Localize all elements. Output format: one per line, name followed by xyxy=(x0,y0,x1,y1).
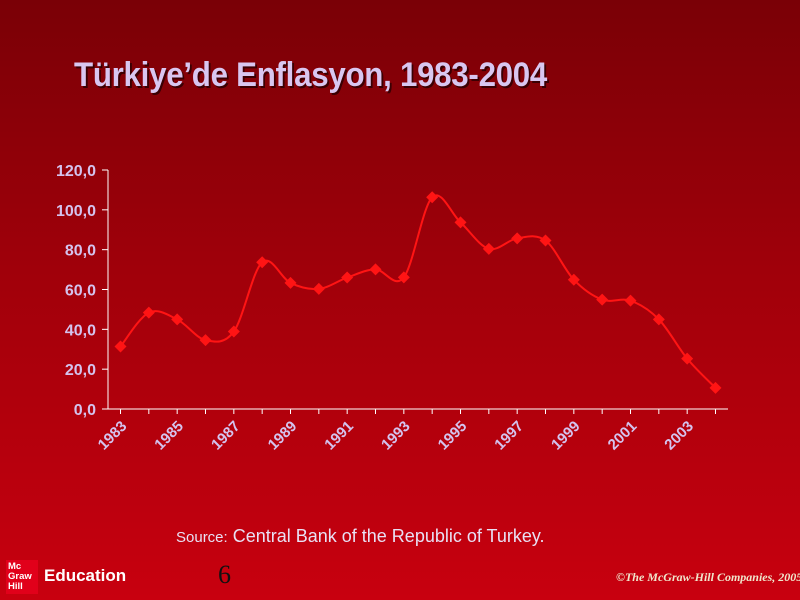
data-point-marker xyxy=(482,242,495,255)
data-point-marker xyxy=(426,191,439,204)
logo-line-hill: Hill xyxy=(8,581,23,592)
y-tick-label: 60,0 xyxy=(65,283,96,300)
data-point-marker xyxy=(539,234,552,247)
logo-line-mc: Mc xyxy=(8,561,22,572)
x-tick-label: 1983 xyxy=(95,418,131,454)
y-axis: 0,0 20,0 40,0 60,0 80,0 100,0 120,0 xyxy=(56,163,109,419)
source-label: Source: xyxy=(176,529,228,546)
copyright-notice: ©The McGraw-Hill Companies, 2005 xyxy=(616,570,800,584)
data-point-marker xyxy=(312,282,325,295)
data-point-marker xyxy=(369,263,382,276)
y-tick-label: 120,0 xyxy=(56,163,96,180)
x-tick-label: 1991 xyxy=(321,418,357,454)
data-point-marker xyxy=(511,232,524,245)
y-tick-label: 80,0 xyxy=(65,243,96,260)
x-axis: 1983 1985 1987 1989 1991 1993 1995 1997 1999 2001… xyxy=(95,408,728,454)
y-tick-label: 100,0 xyxy=(56,203,96,220)
x-tick-label: 1987 xyxy=(208,418,244,454)
data-point-marker xyxy=(596,293,609,306)
data-point-marker xyxy=(397,271,410,284)
y-tick-label: 40,0 xyxy=(65,322,96,339)
x-tick-label: 2003 xyxy=(661,418,697,454)
data-point-marker xyxy=(114,340,127,353)
y-tick-label: 20,0 xyxy=(65,362,96,379)
data-point-marker xyxy=(256,256,269,269)
education-logo-text: Education xyxy=(44,566,127,585)
data-point-marker xyxy=(142,306,155,319)
mcgraw-hill-logo-mark: Mc Graw Hill xyxy=(6,560,38,594)
series-inflation xyxy=(114,191,722,394)
source-text: Central Bank of the Republic of Turkey. xyxy=(232,526,545,546)
data-point-marker xyxy=(227,325,240,338)
logo-line-graw: Graw xyxy=(8,571,32,582)
y-tick-label: 0,0 xyxy=(74,402,96,419)
x-tick-label: 1995 xyxy=(435,418,471,454)
data-point-marker xyxy=(284,276,297,289)
data-point-marker xyxy=(199,334,212,347)
data-point-marker xyxy=(624,294,637,307)
data-point-marker xyxy=(652,313,665,326)
x-tick-label: 1993 xyxy=(378,418,414,454)
data-point-marker xyxy=(567,273,580,286)
data-point-marker xyxy=(454,216,467,229)
x-tick-label: 1989 xyxy=(265,418,301,454)
data-point-marker xyxy=(171,313,184,326)
x-tick-label: 1985 xyxy=(151,418,187,454)
slide-title: Türkiye’de Enflasyon, 1983-2004 xyxy=(74,56,548,94)
x-tick-label: 1997 xyxy=(491,418,527,454)
source-note: Source: Central Bank of the Republic of … xyxy=(176,526,545,547)
x-tick-label: 2001 xyxy=(605,418,641,454)
page-number: 6 xyxy=(218,560,231,589)
x-tick-label: 1999 xyxy=(548,418,584,454)
data-point-marker xyxy=(709,381,722,394)
data-point-marker xyxy=(341,271,354,284)
series-line xyxy=(119,194,717,389)
data-point-marker xyxy=(681,352,694,365)
